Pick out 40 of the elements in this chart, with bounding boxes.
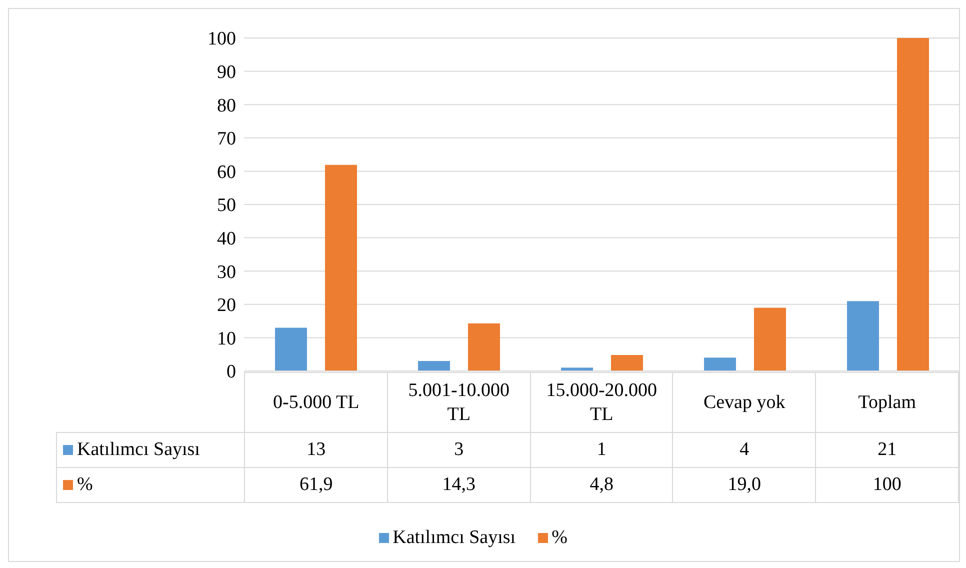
legend-label: % bbox=[550, 527, 568, 548]
y-tick-label: 30 bbox=[217, 262, 236, 283]
bar bbox=[611, 355, 643, 371]
data-label: 3 bbox=[388, 432, 530, 468]
data-label: 13 bbox=[244, 432, 388, 468]
y-tick-label: 40 bbox=[217, 228, 236, 250]
x-tick-label: Cevap yok bbox=[672, 372, 816, 432]
bar bbox=[754, 308, 786, 371]
y-tick-label: 10 bbox=[217, 328, 236, 350]
bar bbox=[561, 368, 593, 371]
x-tick-label: 5.001-10.000 TL bbox=[388, 372, 530, 432]
bar bbox=[897, 38, 929, 371]
bar bbox=[325, 164, 357, 371]
y-tick-label: 80 bbox=[217, 95, 236, 116]
data-label: 14,3 bbox=[388, 468, 530, 502]
y-tick-label: 0 bbox=[226, 362, 236, 383]
y-tick-label: 70 bbox=[217, 128, 236, 150]
data-label: 1 bbox=[530, 432, 673, 468]
text: % bbox=[77, 474, 93, 495]
data-label: 19,0 bbox=[672, 468, 816, 502]
x-tick-label: Toplam bbox=[816, 372, 958, 432]
legend-label: Katılımcı Sayısı bbox=[56, 432, 245, 468]
y-tick-label: 100 bbox=[208, 28, 236, 50]
data-label: 61,9 bbox=[244, 468, 388, 502]
data-label: 21 bbox=[816, 432, 958, 468]
text: Katılımcı Sayısı bbox=[392, 527, 516, 548]
x-tick-label: 15.000-20.000 TL bbox=[530, 372, 673, 432]
bar bbox=[847, 301, 879, 371]
y-tick-label: 60 bbox=[217, 162, 236, 183]
bar bbox=[275, 328, 307, 371]
data-label: 4 bbox=[672, 432, 816, 468]
data-label: 100 bbox=[816, 468, 958, 502]
x-tick-label: 0-5.000 TL bbox=[244, 372, 388, 432]
bar bbox=[704, 358, 736, 371]
y-tick-label: 20 bbox=[217, 295, 236, 316]
data-label: 4,8 bbox=[530, 468, 673, 502]
y-tick-label: 90 bbox=[217, 62, 236, 84]
bar bbox=[418, 361, 450, 371]
y-tick-label: 50 bbox=[217, 195, 236, 216]
bar bbox=[468, 323, 500, 371]
